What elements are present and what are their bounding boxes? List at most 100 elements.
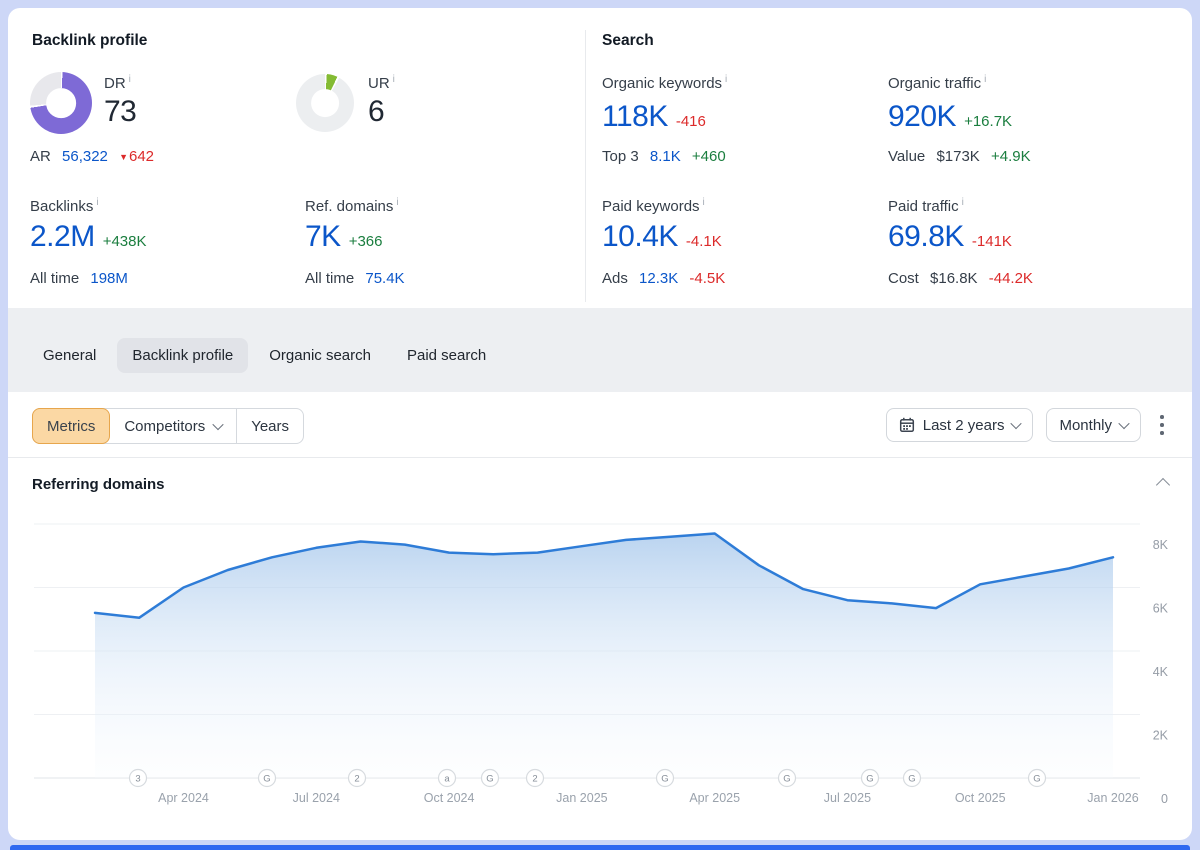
paid-traffic-value-link[interactable]: 69.8K [888,220,964,253]
event-marker-a[interactable]: a [437,768,457,788]
chart-toolbar: Metrics Competitors Years Last 2 years [8,392,1192,457]
organic-keywords-sub-row: Top 3 8.1K +460 [602,148,726,165]
chevron-down-icon [1118,417,1130,430]
info-icon[interactable]: i [396,197,399,208]
event-marker-G[interactable]: G [655,768,675,788]
svg-text:2: 2 [532,773,537,784]
view-segmented-control: Metrics Competitors Years [32,408,305,444]
toolbar-right-tools: Last 2 years Monthly [885,408,1170,442]
metrics-button[interactable]: Metrics [32,408,111,444]
chart-canvas[interactable]: 8K 6K 4K 2K 0 3 G 2 a G 2 G G G G G Apr 2024 Jul 2024 Oct … [32,510,1172,810]
ref-domains-alltime-row: All time 75.4K [305,270,405,287]
paid-traffic-value-row: 69.8K -141K [888,220,1012,254]
event-marker-G[interactable]: G [777,768,797,788]
x-tick-label: Oct 2025 [955,791,1006,805]
calendar-icon [899,417,914,433]
event-marker-G[interactable]: G [1027,768,1047,788]
ref-domains-delta: +366 [348,233,383,250]
organic-traffic-value-link[interactable]: 920K [888,100,957,133]
ref-domains-alltime-link[interactable]: 75.4K [365,270,405,287]
ar-value-link[interactable]: 56,322 [62,148,108,165]
svg-text:G: G [1033,773,1040,784]
granularity-button[interactable]: Monthly [1046,408,1141,442]
backlinks-value-row: 2.2M +438K [30,220,147,254]
chevron-down-icon [212,418,224,431]
organic-keywords-delta: -416 [675,113,706,130]
paid-keywords-label: Paid keywords i [602,197,705,215]
ar-label: AR [30,148,51,165]
event-marker-2[interactable]: 2 [525,768,545,788]
info-icon[interactable]: i [128,74,131,85]
toolbar-divider [8,457,1192,458]
series-line[interactable] [93,532,1115,619]
organic-traffic-delta: +16.7K [964,113,1013,130]
organic-traffic-label: Organic traffic i [888,74,987,92]
section-divider [585,30,586,302]
event-marker-3[interactable]: 3 [128,768,148,788]
x-tick-label: Jul 2024 [293,791,340,805]
ref-domains-label: Ref. domains i [305,197,399,215]
triangle-down-icon: ▼ [119,152,128,162]
event-marker-G[interactable]: G [480,768,500,788]
x-tick-label: Jan 2025 [556,791,607,805]
referring-domains-chart[interactable]: 8K 6K 4K 2K 0 3 G 2 a G 2 G G G G G Apr 2024 Jul 2024 Oct … [32,510,1172,810]
paid-keywords-delta: -4.1K [685,233,722,250]
event-marker-G[interactable]: G [257,768,277,788]
bottom-accent-bar [10,845,1190,850]
backlinks-alltime-row: All time 198M [30,270,128,287]
backlinks-alltime-link[interactable]: 198M [90,270,128,287]
ads-value-link[interactable]: 12.3K [639,270,679,287]
event-marker-2[interactable]: 2 [347,768,367,788]
date-range-button[interactable]: Last 2 years [885,408,1034,442]
info-icon[interactable]: i [702,197,705,208]
more-options-button[interactable] [1154,408,1170,442]
svg-text:G: G [486,773,493,784]
info-icon[interactable]: i [392,74,395,85]
event-marker-G[interactable]: G [860,768,880,788]
backlink-profile-title: Backlink profile [32,32,148,49]
tab-general[interactable]: General [43,347,97,364]
ar-row: AR 56,322 ▼642 [30,148,154,165]
y-tick-label: 8K [1153,538,1169,552]
top3-value-link[interactable]: 8.1K [649,148,681,165]
dr-donut-gauge [30,72,92,134]
organic-keywords-value-link[interactable]: 118K [602,100,668,133]
paid-keywords-sub-row: Ads 12.3K -4.5K [602,270,726,287]
paid-traffic-delta: -141K [971,233,1012,250]
search-title: Search [602,32,654,49]
chart-header: Referring domains [32,476,1171,493]
section-tabs: General Backlink profile Organic search … [28,338,501,373]
backlinks-label: Backlinks i [30,197,99,215]
chart-title: Referring domains [32,476,165,493]
info-icon[interactable]: i [961,197,964,208]
tab-backlink-profile[interactable]: Backlink profile [117,338,249,373]
organic-keywords-label: Organic keywords i [602,74,728,92]
paid-keywords-value-link[interactable]: 10.4K [602,220,678,253]
competitors-button[interactable]: Competitors [110,409,236,443]
ref-domains-value-row: 7K +366 [305,220,383,254]
svg-text:G: G [866,773,873,784]
tab-organic-search[interactable]: Organic search [269,347,371,364]
organic-traffic-value-row: 920K +16.7K [888,100,1012,134]
x-tick-label: Jul 2025 [824,791,871,805]
x-tick-label: Apr 2025 [689,791,740,805]
info-icon[interactable]: i [96,197,99,208]
y-tick-label: 6K [1153,602,1169,616]
backlinks-delta: +438K [102,233,147,250]
backlinks-value-link[interactable]: 2.2M [30,220,95,253]
info-icon[interactable]: i [984,74,987,85]
ur-label: UR i [368,74,395,92]
tab-paid-search[interactable]: Paid search [406,347,487,364]
info-icon[interactable]: i [725,74,728,85]
chevron-down-icon [1010,417,1023,430]
svg-text:a: a [444,773,450,784]
event-marker-G[interactable]: G [902,768,922,788]
years-button[interactable]: Years [251,417,290,435]
svg-text:3: 3 [135,773,140,784]
ref-domains-value-link[interactable]: 7K [305,220,341,253]
x-tick-label: Apr 2024 [158,791,209,805]
dr-value: 73 [104,95,137,128]
organic-keywords-value-row: 118K -416 [602,100,706,134]
collapse-chevron-up-icon[interactable] [1155,477,1171,492]
